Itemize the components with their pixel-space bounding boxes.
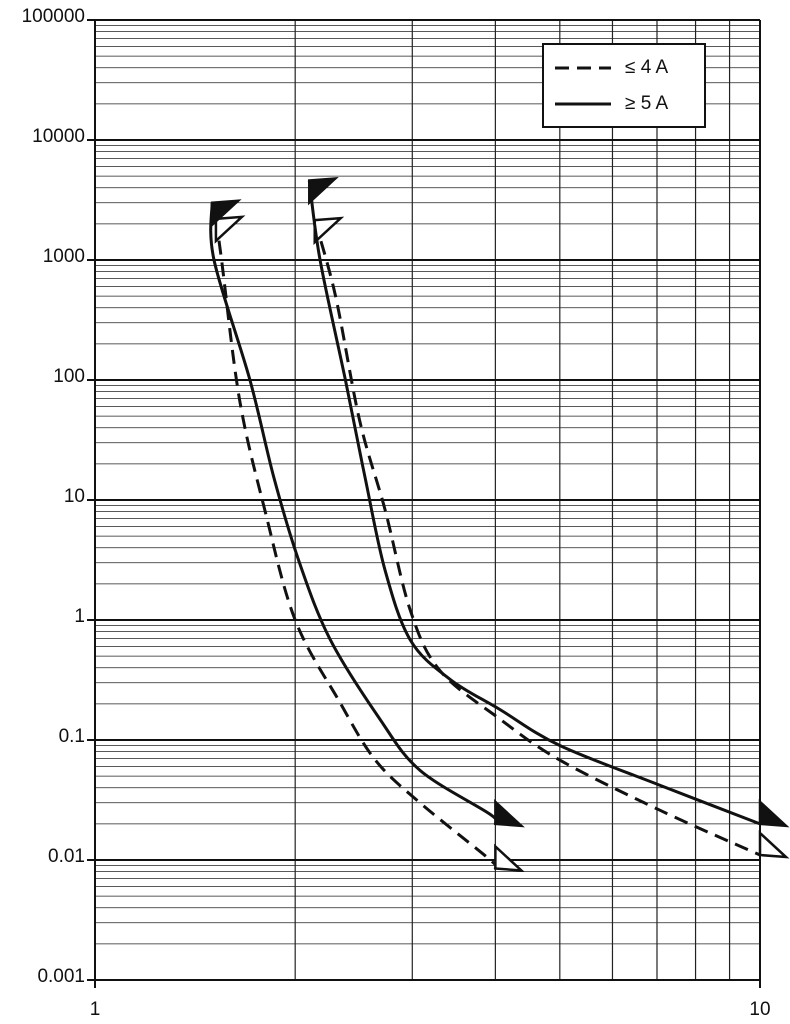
y-tick-label: 1 [74,606,85,627]
curve [313,219,761,857]
end-marker [308,176,339,206]
y-tick-label: 10000 [32,126,85,147]
y-tick-label: 10 [64,486,85,507]
legend-label: ≤ 4 A [625,57,669,78]
curve [209,202,499,825]
y-tick-label: 0.001 [37,966,85,987]
y-tick-label: 0.01 [48,846,85,867]
x-tick-label: 1 [90,999,101,1020]
legend-label: ≥ 5 A [625,93,669,114]
end-marker [758,830,790,859]
y-tick-label: 0.1 [59,726,85,747]
x-tick-label: 10 [749,999,770,1020]
end-marker [494,799,525,828]
end-marker [758,799,790,828]
y-tick-label: 100000 [22,6,85,27]
curve [214,218,499,870]
end-marker [214,215,246,244]
y-tick-label: 100 [53,366,85,387]
legend-box [542,43,706,128]
end-marker [313,216,345,245]
end-marker [210,199,242,228]
curve [307,180,761,826]
y-tick-label: 1000 [43,246,85,267]
end-marker [494,843,525,872]
